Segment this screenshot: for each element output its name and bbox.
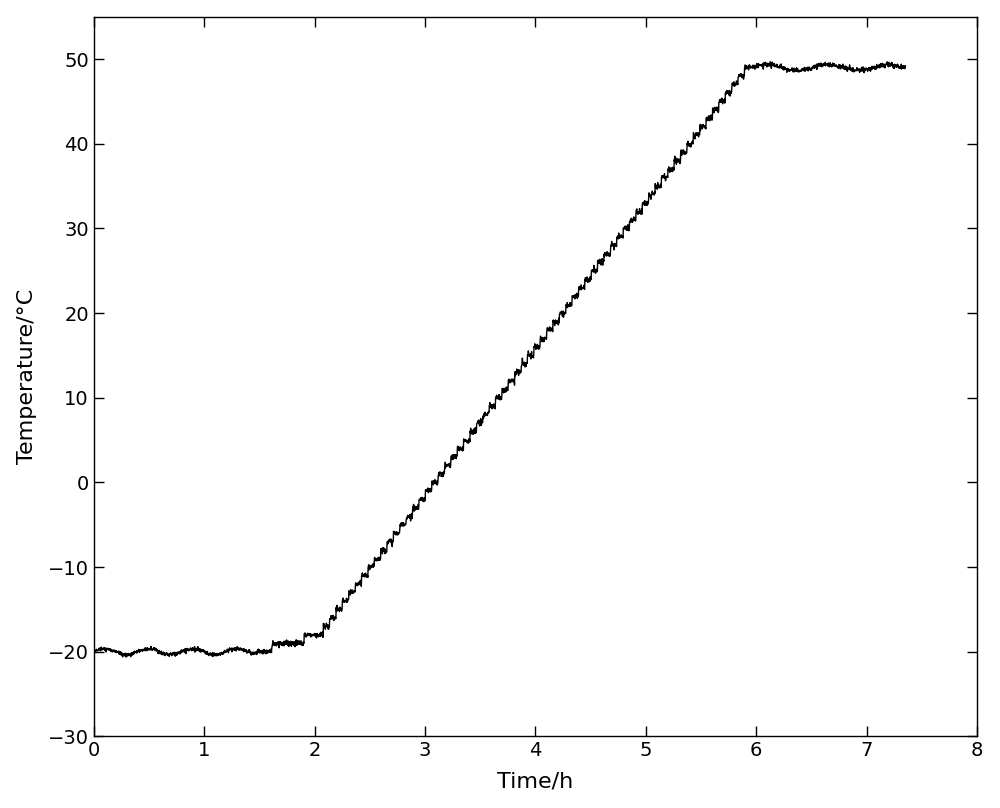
Y-axis label: Temperature/°C: Temperature/°C (17, 289, 37, 464)
X-axis label: Time/h: Time/h (497, 772, 574, 791)
